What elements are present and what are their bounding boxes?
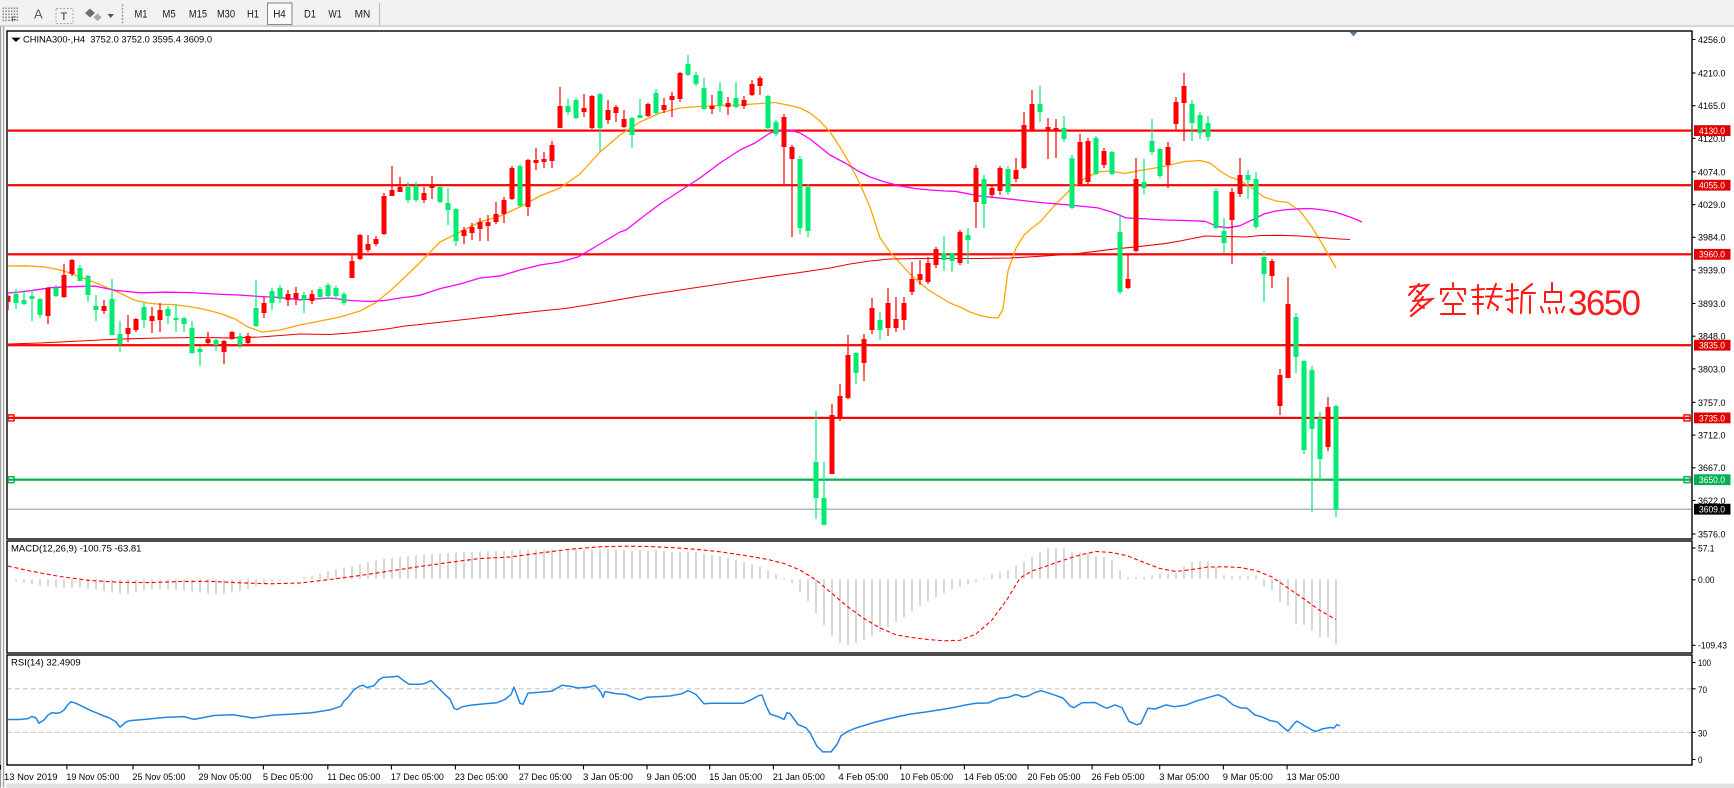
svg-text:3939.0: 3939.0 xyxy=(1698,265,1726,276)
svg-text:3984.0: 3984.0 xyxy=(1698,233,1726,244)
svg-text:15 Jan 05:00: 15 Jan 05:00 xyxy=(709,772,762,783)
svg-text:20 Feb 05:00: 20 Feb 05:00 xyxy=(1028,772,1081,783)
svg-text:13 Nov 2019: 13 Nov 2019 xyxy=(4,772,58,783)
svg-text:27 Dec 05:00: 27 Dec 05:00 xyxy=(519,772,572,783)
svg-text:M30: M30 xyxy=(217,9,235,21)
svg-text:3960.0: 3960.0 xyxy=(1699,250,1725,261)
svg-text:3757.0: 3757.0 xyxy=(1698,398,1726,409)
svg-text:9 Mar 05:00: 9 Mar 05:00 xyxy=(1223,772,1273,783)
svg-text:29 Nov 05:00: 29 Nov 05:00 xyxy=(199,772,252,783)
svg-text:MACD(12,26,9) -100.75 -63.81: MACD(12,26,9) -100.75 -63.81 xyxy=(11,544,141,555)
svg-text:3609.0: 3609.0 xyxy=(1699,505,1725,516)
svg-text:D1: D1 xyxy=(304,9,316,21)
svg-text:5 Dec 05:00: 5 Dec 05:00 xyxy=(263,772,313,783)
svg-text:3667.0: 3667.0 xyxy=(1698,463,1726,474)
svg-text:14 Feb 05:00: 14 Feb 05:00 xyxy=(964,772,1017,783)
svg-text:A: A xyxy=(34,7,43,22)
svg-text:-109.43: -109.43 xyxy=(1698,641,1727,652)
svg-text:H4: H4 xyxy=(273,9,286,21)
svg-text:3803.0: 3803.0 xyxy=(1698,364,1726,375)
svg-text:4165.0: 4165.0 xyxy=(1698,101,1726,112)
svg-text:MN: MN xyxy=(355,9,371,21)
svg-text:M1: M1 xyxy=(135,9,148,21)
svg-text:F: F xyxy=(12,15,17,24)
svg-text:4256.0: 4256.0 xyxy=(1698,35,1726,46)
svg-text:23 Dec 05:00: 23 Dec 05:00 xyxy=(455,772,508,783)
svg-text:4120.0: 4120.0 xyxy=(1698,134,1726,145)
svg-text:3 Mar 05:00: 3 Mar 05:00 xyxy=(1159,772,1209,783)
svg-text:25 Nov 05:00: 25 Nov 05:00 xyxy=(133,772,186,783)
svg-text:17 Dec 05:00: 17 Dec 05:00 xyxy=(391,772,444,783)
svg-text:M15: M15 xyxy=(189,9,207,21)
svg-text:9 Jan 05:00: 9 Jan 05:00 xyxy=(647,772,697,783)
svg-text:T: T xyxy=(61,11,68,23)
svg-text:4210.0: 4210.0 xyxy=(1698,68,1726,79)
svg-text:100: 100 xyxy=(1698,658,1711,669)
svg-text:3650.0: 3650.0 xyxy=(1699,475,1725,486)
svg-text:3 Jan 05:00: 3 Jan 05:00 xyxy=(583,772,633,783)
svg-text:3893.0: 3893.0 xyxy=(1698,299,1726,310)
svg-text:3622.0: 3622.0 xyxy=(1698,496,1726,507)
svg-text:H1: H1 xyxy=(247,9,259,21)
svg-text:21 Jan 05:00: 21 Jan 05:00 xyxy=(773,772,825,783)
svg-text:13 Mar 05:00: 13 Mar 05:00 xyxy=(1287,772,1340,783)
svg-text:4029.0: 4029.0 xyxy=(1698,200,1726,211)
svg-text:11 Dec 05:00: 11 Dec 05:00 xyxy=(327,772,380,783)
svg-text:4130.0: 4130.0 xyxy=(1699,126,1725,137)
svg-text:0.00: 0.00 xyxy=(1698,575,1715,586)
svg-text:26 Feb 05:00: 26 Feb 05:00 xyxy=(1092,772,1145,783)
svg-text:19 Nov 05:00: 19 Nov 05:00 xyxy=(66,772,119,783)
svg-text:10 Feb 05:00: 10 Feb 05:00 xyxy=(900,772,953,783)
svg-text:4074.0: 4074.0 xyxy=(1698,167,1726,178)
svg-text:3576.0: 3576.0 xyxy=(1698,529,1726,540)
svg-text:3650: 3650 xyxy=(1568,284,1641,323)
svg-text:4055.0: 4055.0 xyxy=(1699,181,1725,192)
svg-text:70: 70 xyxy=(1698,685,1707,696)
svg-text:M5: M5 xyxy=(162,9,175,21)
svg-text:0: 0 xyxy=(1698,755,1703,766)
svg-text:RSI(14) 32.4909: RSI(14) 32.4909 xyxy=(11,658,81,669)
svg-text:4 Feb 05:00: 4 Feb 05:00 xyxy=(839,772,889,783)
svg-text:3712.0: 3712.0 xyxy=(1698,431,1726,442)
svg-text:CHINA300-,H4 3752.0 3752.0 35: CHINA300-,H4 3752.0 3752.0 3595.4 3609.0 xyxy=(23,34,212,45)
svg-text:30: 30 xyxy=(1698,728,1707,739)
svg-text:3835.0: 3835.0 xyxy=(1699,341,1725,352)
svg-text:W1: W1 xyxy=(328,9,341,21)
svg-text:3735.0: 3735.0 xyxy=(1699,413,1725,424)
svg-text:3848.0: 3848.0 xyxy=(1698,332,1726,343)
svg-text:57.1: 57.1 xyxy=(1698,543,1715,554)
